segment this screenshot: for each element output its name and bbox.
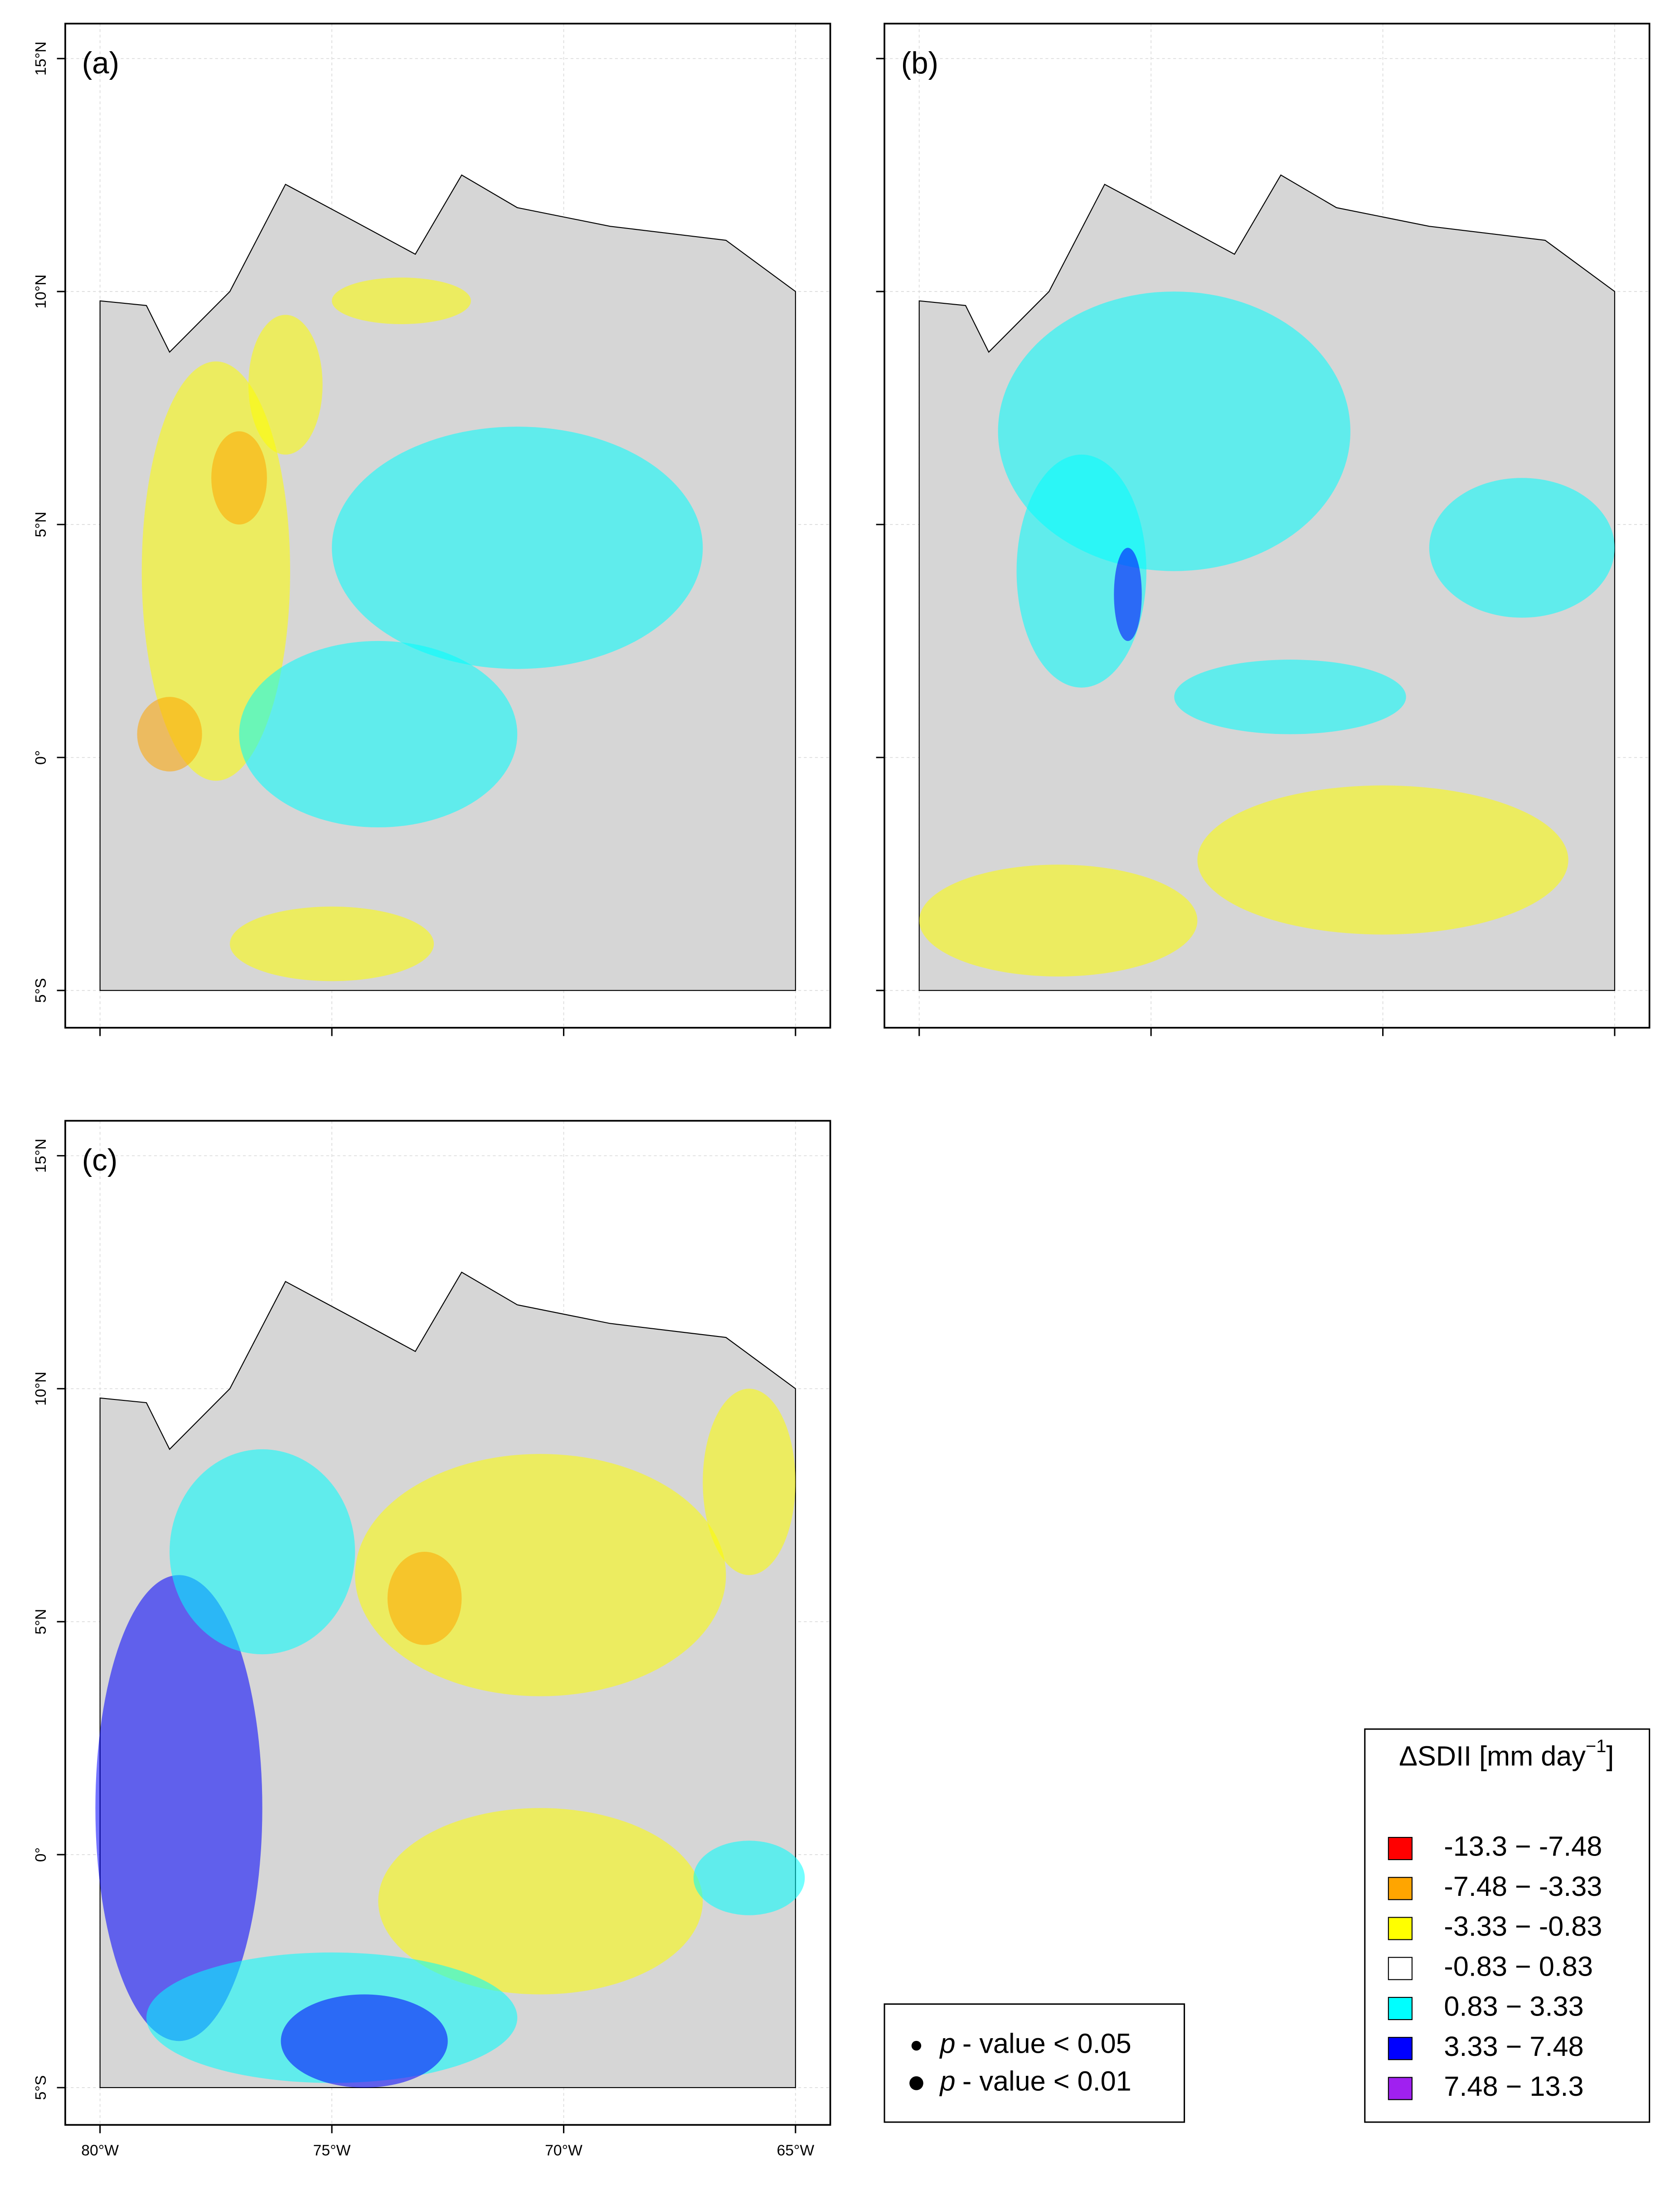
- y-tick-label: 0°: [33, 1847, 49, 1862]
- p-symbol: p: [939, 2065, 956, 2096]
- field-area: [248, 315, 323, 455]
- panel-label: (a): [82, 46, 119, 80]
- legend-swatch: [1388, 2077, 1413, 2100]
- y-tick-label: 5°S: [33, 2075, 49, 2100]
- field-area: [281, 1994, 448, 2088]
- legend-swatch: [1388, 2037, 1413, 2060]
- legend-title-main: ΔSDII [mm day: [1399, 1741, 1586, 1772]
- field-area: [211, 431, 267, 525]
- field-area: [239, 641, 518, 828]
- panel-frame: [884, 23, 1651, 1029]
- y-tick-label: 10°N: [33, 274, 49, 308]
- panel-frame: [64, 1120, 831, 2126]
- y-tick-label: 5°N: [33, 512, 49, 538]
- x-tick-label: 65°W: [777, 2142, 814, 2159]
- legend-title: ΔSDII [mm day−1]: [1399, 1736, 1614, 1771]
- panel-label: (c): [82, 1143, 118, 1177]
- legend-label: 7.48 − 13.3: [1444, 2071, 1583, 2102]
- p-text: - value < 0.01: [962, 2065, 1131, 2096]
- significance-legend: p- value < 0.05p - value < 0.01: [884, 2003, 1185, 2123]
- significance-dot: [909, 2076, 923, 2090]
- map-panel: (a) 5°S 0° 5°N 10°N 15°N: [33, 23, 831, 1036]
- x-tick-label: 80°W: [81, 2142, 119, 2159]
- legend: ΔSDII [mm day−1] -13.3 − -7.48 -7.48 − -3.…: [1364, 1728, 1651, 2123]
- x-tick-label: 70°W: [545, 2142, 583, 2159]
- field-area: [1429, 478, 1615, 618]
- legend-title-end: ]: [1606, 1741, 1614, 1772]
- y-tick-label: 15°N: [33, 1139, 49, 1173]
- panel-label: (b): [901, 46, 938, 80]
- field-area: [1016, 454, 1146, 688]
- legend-title-sup: −1: [1586, 1736, 1606, 1756]
- field-area: [95, 1575, 262, 2041]
- p-symbol: p: [939, 2028, 956, 2059]
- y-tick-label: 5°S: [33, 978, 49, 1003]
- field-area: [387, 1551, 462, 1645]
- field-area: [378, 1808, 703, 1995]
- legend-swatch: [1388, 1957, 1413, 1980]
- field-area: [332, 427, 703, 669]
- y-tick-label: 0°: [33, 750, 49, 765]
- x-tick-label: 75°W: [313, 2142, 351, 2159]
- legend-label: 0.83 − 3.33: [1444, 1991, 1583, 2022]
- significance-label: p- value < 0.01: [939, 2065, 1131, 2096]
- y-tick-label: 10°N: [33, 1372, 49, 1406]
- legend-label: -0.83 − 0.83: [1444, 1951, 1593, 1982]
- field-area: [919, 865, 1198, 976]
- panel-frame: [64, 23, 831, 1029]
- legend-label: -3.33 − -0.83: [1444, 1911, 1602, 1942]
- field-area: [230, 906, 434, 981]
- p-text: - value < 0.05: [962, 2028, 1131, 2059]
- legend-swatch: [1388, 1836, 1413, 1861]
- legend-swatch: [1388, 1877, 1413, 1900]
- significance-frame: [884, 2003, 1185, 2123]
- significance-label: p- value < 0.05: [939, 2028, 1131, 2059]
- y-tick-label: 15°N: [33, 42, 49, 76]
- field-area: [332, 277, 471, 325]
- y-tick-label: 5°N: [33, 1609, 49, 1635]
- map-panel: (c) 80°W 75°W 70°W 65°W 5°S 0° 5°N 10°N 15°N: [33, 1120, 831, 2159]
- significance-dot: [911, 2040, 922, 2051]
- field-area: [355, 1454, 726, 1696]
- field-area: [137, 697, 202, 772]
- legend-swatch: [1388, 1997, 1413, 2021]
- field-area: [1197, 785, 1568, 935]
- field-area: [703, 1389, 796, 1575]
- field-area: [170, 1449, 355, 1655]
- map-panel: (b): [876, 23, 1651, 1036]
- field-area: [1114, 548, 1142, 641]
- field-area: [1174, 660, 1406, 734]
- legend-label: -7.48 − -3.33: [1444, 1871, 1602, 1902]
- legend-swatch: [1388, 1917, 1413, 1940]
- field-area: [693, 1841, 805, 1915]
- legend-label: 3.33 − 7.48: [1444, 2031, 1583, 2062]
- legend-label: -13.3 − -7.48: [1444, 1831, 1602, 1862]
